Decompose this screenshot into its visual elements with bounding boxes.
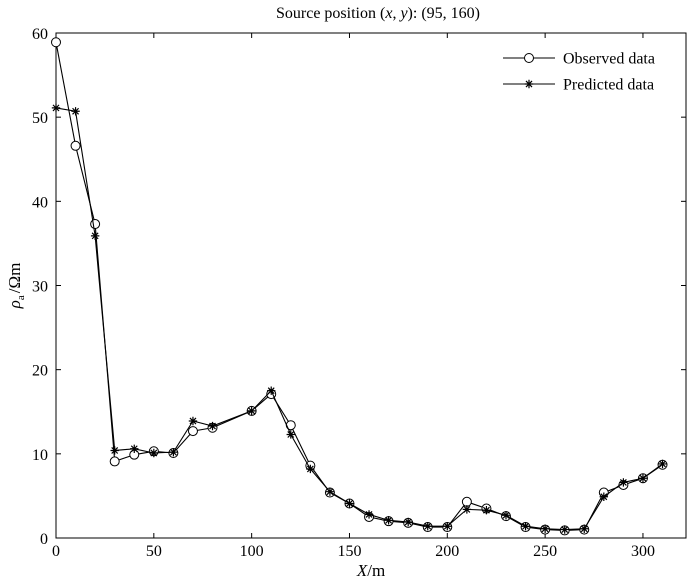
y-axis-title-unit: /Ωm <box>5 263 24 294</box>
predicted-data-point <box>540 524 550 533</box>
legend-label: Observed data <box>563 51 655 68</box>
y-tick-label: 0 <box>40 531 48 548</box>
predicted-data-point <box>619 478 628 487</box>
x-tick-label: 250 <box>533 543 557 560</box>
chart-title-suffix: ): (95, 160) <box>408 5 480 22</box>
predicted-data-point <box>325 487 335 496</box>
predicted-data-point <box>71 107 80 116</box>
chart-title-prefix: Source position ( <box>276 5 385 22</box>
predicted-data-point <box>169 447 178 457</box>
predicted-data-point <box>599 492 609 501</box>
legend-item-observed-data: Observed data <box>503 51 655 68</box>
predicted-data-point <box>403 517 413 527</box>
x-tick-label: 50 <box>146 543 162 560</box>
x-tick-label: 200 <box>435 543 459 560</box>
predicted-data-point <box>188 416 198 426</box>
observed-data-point <box>70 140 81 151</box>
y-tick-label: 60 <box>32 26 48 43</box>
observed-data-point <box>109 456 120 467</box>
x-axis-title: X/m <box>356 561 385 580</box>
predicted-data-point <box>345 499 354 508</box>
predicted-data-point <box>247 406 256 416</box>
predicted-data-point <box>638 474 648 483</box>
predicted-data-point <box>521 522 530 531</box>
predicted-data-point <box>286 430 295 439</box>
x-tick-label: 150 <box>337 543 361 560</box>
predicted-data-point <box>130 444 139 453</box>
observed-data-point <box>51 37 61 48</box>
predicted-data-point <box>482 506 491 515</box>
predicted-data-point <box>384 516 393 525</box>
legend-label: Predicted data <box>563 77 654 94</box>
predicted-data-point <box>267 386 276 395</box>
y-tick-label: 20 <box>32 363 48 380</box>
series-layer <box>51 37 668 536</box>
observed-data-point <box>187 426 198 437</box>
predicted-data-point <box>51 103 61 113</box>
y-axis-title-sub: a <box>15 295 27 300</box>
x-tick-label: 300 <box>631 543 655 560</box>
chart-title-sep: , <box>392 5 400 22</box>
predicted-data-point <box>90 231 100 241</box>
predicted-data-point <box>364 510 374 519</box>
predicted-data-point <box>149 448 159 458</box>
plot-frame <box>55 32 687 539</box>
chart-title: Source position (x, y): (95, 160) <box>276 5 480 22</box>
chart-title-y: y <box>398 5 408 22</box>
predicted-data-point <box>306 464 315 474</box>
x-axis-title-unit: /m <box>367 561 385 580</box>
observed-data-point <box>461 496 472 507</box>
predicted-data-line <box>55 107 663 531</box>
y-axis-title-var: ρ <box>5 300 24 309</box>
y-axis-title: ρa/Ωm <box>5 263 27 310</box>
predicted-data-point <box>208 421 217 431</box>
observed-data-line <box>55 42 663 531</box>
predicted-data-series <box>51 103 667 534</box>
chart-title-x: x <box>384 5 392 22</box>
x-axis-ticks: 0 50 100 150 200 250 300 <box>52 33 655 560</box>
predicted-data-point <box>501 511 511 520</box>
x-tick-label: 0 <box>52 543 60 560</box>
y-axis-ticks: 0 10 20 30 40 50 60 <box>32 26 686 548</box>
y-tick-label: 30 <box>32 279 48 296</box>
predicted-data-point <box>658 459 667 469</box>
predicted-data-point <box>580 524 589 533</box>
predicted-data-point <box>423 522 432 531</box>
predicted-data-point <box>110 446 119 455</box>
predicted-data-point-legend <box>524 79 534 89</box>
observed-data-point-legend <box>524 53 534 63</box>
predicted-data-point <box>462 505 472 514</box>
y-tick-label: 40 <box>32 194 48 211</box>
y-tick-label: 50 <box>32 110 48 127</box>
y-tick-label: 10 <box>32 447 48 464</box>
predicted-data-point <box>560 525 569 534</box>
x-axis-title-var: X <box>356 561 368 580</box>
predicted-data-point <box>443 522 452 531</box>
legend-item-predicted-data: Predicted data <box>503 77 654 94</box>
legend: Observed data Predicted data <box>503 51 655 94</box>
observed-data-point <box>90 219 101 230</box>
x-tick-label: 100 <box>240 543 264 560</box>
observed-data-series <box>51 37 668 536</box>
